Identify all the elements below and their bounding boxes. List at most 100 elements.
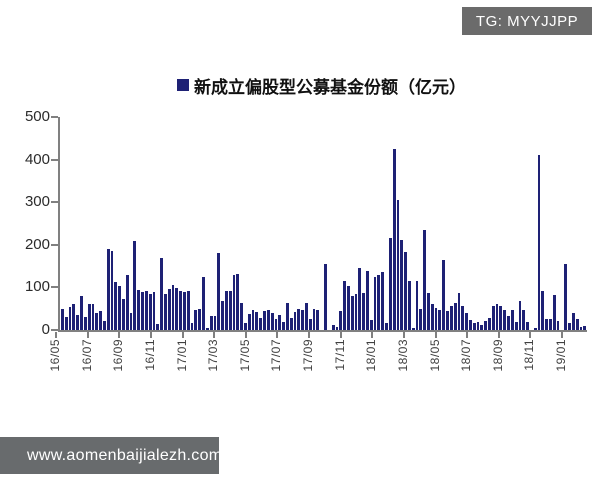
x-axis-tick: [402, 332, 405, 338]
bar: [415, 281, 419, 330]
bar: [83, 317, 87, 330]
bar: [99, 310, 102, 330]
x-axis-tick: [339, 332, 342, 338]
y-axis-label: 300: [24, 193, 50, 211]
bar: [221, 301, 224, 330]
bar: [289, 318, 293, 330]
x-axis-tick: [55, 332, 57, 338]
y-axis-tick: [51, 116, 58, 118]
y-axis-label: 500: [24, 108, 50, 125]
x-axis-label: 17/07: [269, 339, 284, 372]
legend-label: 新成立偏股型公募基金份额（亿元）: [194, 77, 466, 97]
bar: [87, 304, 91, 330]
bar: [102, 321, 106, 330]
x-axis-tick: [244, 332, 247, 338]
bar: [305, 302, 308, 330]
bar: [72, 304, 76, 330]
bar: [247, 313, 251, 330]
bar: [183, 291, 186, 330]
watermark-bar: www.aomenbaijialezh.com: [0, 437, 222, 474]
bar: [419, 308, 423, 330]
bar: [186, 290, 190, 330]
bar: [438, 309, 442, 330]
bar: [514, 322, 518, 330]
bar: [198, 308, 202, 330]
bar: [141, 291, 144, 330]
bar: [366, 271, 369, 330]
x-axis-tick: [86, 332, 89, 338]
x-axis-label: 18/05: [427, 339, 442, 372]
x-axis-label: 17/03: [206, 339, 221, 372]
legend-swatch-icon: [177, 79, 189, 91]
bar: [354, 294, 358, 330]
tg-badge: TG: MYYJJPP: [462, 7, 592, 35]
bar: [255, 312, 259, 330]
bar: [510, 309, 514, 330]
bar-series: [61, 117, 587, 330]
bar: [491, 306, 495, 330]
x-axis-tick: [434, 332, 437, 338]
x-axis-label: 18/11: [522, 339, 537, 371]
bar: [564, 263, 568, 330]
bar: [430, 304, 434, 330]
x-axis-tick: [371, 332, 374, 338]
bar: [244, 323, 247, 330]
x-axis-tick: [561, 332, 563, 338]
bar: [526, 322, 529, 330]
x-axis-label: 16/07: [79, 339, 94, 372]
bar: [537, 154, 541, 330]
y-axis-label: 200: [24, 235, 50, 253]
bar: [465, 312, 468, 330]
bar: [95, 312, 99, 330]
bar: [213, 315, 217, 330]
x-axis-tick: [276, 332, 279, 338]
bar: [503, 309, 507, 330]
x-axis-label: 16/05: [48, 339, 62, 372]
bar: [259, 318, 263, 330]
bar: [346, 285, 350, 330]
bar: [552, 295, 556, 330]
bar: [205, 328, 209, 330]
bar: [472, 323, 476, 330]
bar: [392, 148, 396, 330]
bar: [339, 311, 343, 330]
bar: [125, 275, 129, 330]
bar: [175, 288, 179, 330]
bar: [335, 326, 339, 330]
chart-legend: 新成立偏股型公募基金份额（亿元）: [58, 74, 585, 97]
bar: [377, 274, 381, 330]
bar: [495, 304, 499, 330]
bar: [449, 306, 453, 330]
x-axis-label: 19/01: [554, 339, 568, 372]
bar: [488, 318, 491, 330]
bar: [209, 316, 213, 330]
bar: [293, 312, 297, 330]
bar: [480, 324, 484, 330]
bar: [388, 237, 392, 330]
bar: [446, 311, 449, 330]
y-axis-tick: [51, 201, 58, 204]
bar: [224, 290, 228, 330]
bar: [285, 302, 289, 330]
bar: [232, 275, 236, 330]
y-axis-label: 100: [24, 278, 50, 296]
bar: [400, 239, 404, 330]
bar: [263, 311, 266, 330]
bar: [343, 281, 346, 330]
bar: [194, 309, 198, 330]
bar: [453, 302, 457, 330]
y-axis-tick: [51, 286, 58, 289]
bar: [167, 289, 171, 330]
chart-plot: 0 100 200 300 400 500 16/05 16/07 16/09 16/11 17/0…: [25, 109, 587, 372]
bar: [106, 249, 110, 330]
x-axis-label: 17/11: [332, 339, 347, 371]
bar: [583, 325, 587, 330]
bar: [118, 285, 121, 330]
bar: [110, 251, 114, 330]
bar: [228, 290, 232, 330]
bar: [133, 240, 137, 330]
bar: [423, 229, 426, 330]
x-axis-tick: [149, 332, 152, 338]
bar: [522, 309, 526, 330]
bar: [575, 318, 579, 330]
